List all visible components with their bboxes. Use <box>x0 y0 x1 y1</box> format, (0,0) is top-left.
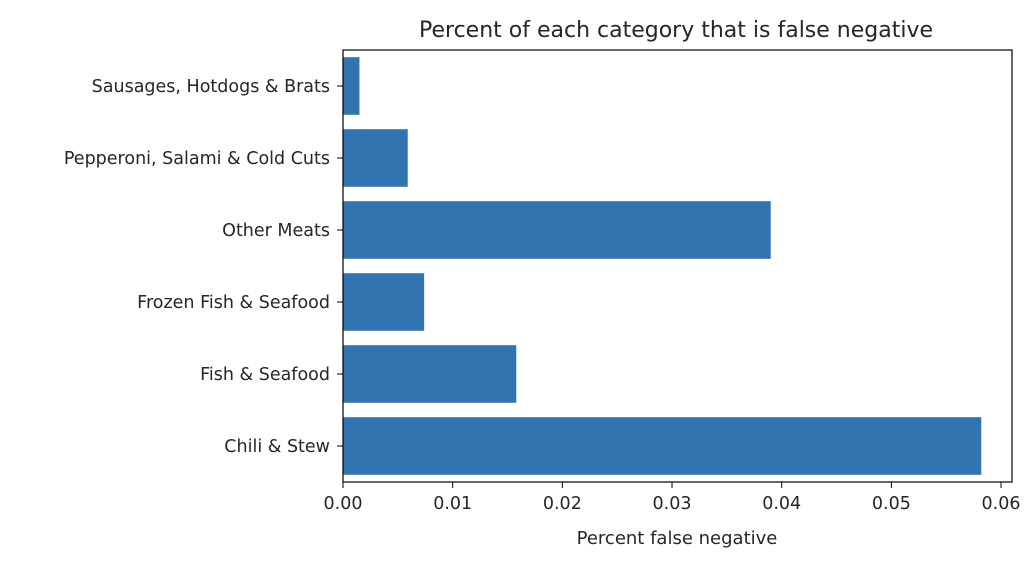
bars-group <box>343 57 982 475</box>
x-axis-ticks: 0.00 0.01 0.02 0.03 0.04 0.05 0.06 <box>324 482 1021 514</box>
x-tick-label: 0.06 <box>982 494 1021 514</box>
y-tick-label: Frozen Fish & Seafood <box>137 293 330 313</box>
bar-frozen-fish-seafood <box>343 273 425 331</box>
y-tick-label: Other Meats <box>222 221 330 241</box>
x-tick-label: 0.03 <box>653 494 692 514</box>
bar-chili-stew <box>343 417 982 475</box>
x-tick-label: 0.05 <box>872 494 911 514</box>
x-axis-label: Percent false negative <box>577 528 778 549</box>
plot-frame <box>342 49 1013 483</box>
bar-other-meats <box>343 201 771 259</box>
y-axis-ticks: Chili & Stew Fish & Seafood Frozen Fish & … <box>64 77 343 457</box>
y-tick-label: Chili & Stew <box>224 437 330 457</box>
x-tick-label: 0.00 <box>324 494 363 514</box>
x-tick-label: 0.04 <box>762 494 801 514</box>
bar-pepperoni-salami-cold-cuts <box>343 129 408 187</box>
bar-fish-seafood <box>343 345 517 403</box>
chart-title: Percent of each category that is false n… <box>419 18 933 43</box>
y-tick-label: Fish & Seafood <box>200 365 330 385</box>
x-tick-label: 0.02 <box>543 494 582 514</box>
y-tick-label: Sausages, Hotdogs & Brats <box>92 77 330 97</box>
x-tick-label: 0.01 <box>433 494 472 514</box>
bar-sausages-hotdogs-brats <box>343 57 360 115</box>
y-tick-label: Pepperoni, Salami & Cold Cuts <box>64 149 330 169</box>
